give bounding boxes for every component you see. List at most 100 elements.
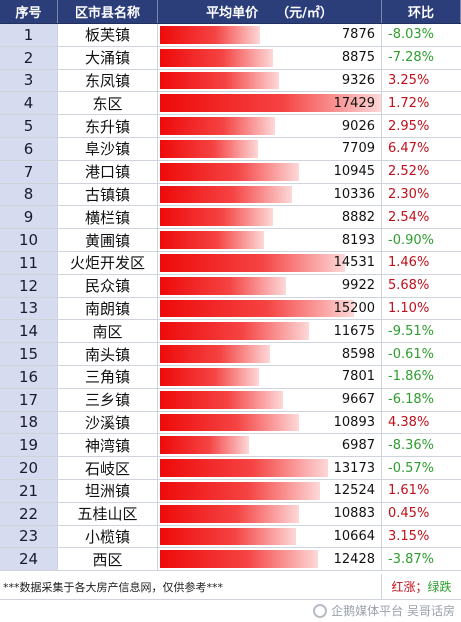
price-cell: 13173 — [158, 457, 382, 479]
table-footer: ***数据采集于各大房产信息网，仅供参考*** 红涨 ； 绿跌 — [0, 574, 461, 600]
price-value: 10883 — [333, 506, 375, 522]
district-name: 黄圃镇 — [58, 229, 158, 251]
row-index: 19 — [0, 434, 58, 457]
price-table: 序号 区市县名称 平均单价 （元/㎡） 环比 1 板芙镇 7876 -8.03% 2 大涌… — [0, 0, 461, 572]
price-value: 7876 — [341, 27, 375, 43]
price-bar — [160, 208, 273, 227]
table-row: 3 东凤镇 9326 3.25% — [0, 69, 461, 93]
district-name: 三角镇 — [58, 365, 158, 388]
table-row: 6 阜沙镇 7709 6.47% — [0, 137, 461, 161]
price-bar — [160, 527, 296, 546]
price-bar — [160, 345, 270, 363]
price-bar — [160, 481, 320, 500]
district-name: 东区 — [58, 92, 158, 115]
price-cell: 12428 — [158, 548, 382, 571]
row-index: 11 — [0, 251, 58, 274]
price-value: 15200 — [333, 300, 375, 316]
table-row: 2 大涌镇 8875 -7.28% — [0, 46, 461, 70]
row-index: 12 — [0, 274, 58, 297]
table-row: 20 石岐区 13173 -0.57% — [0, 457, 461, 480]
legend-green: 绿跌 — [427, 580, 452, 594]
row-index: 22 — [0, 502, 58, 525]
price-cell: 8875 — [158, 46, 382, 69]
row-index: 3 — [0, 69, 58, 92]
price-bar — [160, 299, 354, 318]
legend-separator: ； — [415, 580, 428, 594]
change-value: 1.61% — [388, 483, 430, 499]
table-row: 1 板芙镇 7876 -8.03% — [0, 24, 461, 47]
row-index: 20 — [0, 457, 58, 479]
change-value: 0.45% — [388, 506, 430, 522]
table-header: 序号 区市县名称 平均单价 （元/㎡） 环比 — [0, 0, 461, 24]
price-value: 12524 — [333, 483, 375, 499]
price-cell: 9026 — [158, 115, 382, 137]
price-cell: 15200 — [158, 297, 382, 320]
table-row: 11 火炬开发区 14531 1.46% — [0, 251, 461, 275]
table-row: 13 南朗镇 15200 1.10% — [0, 297, 461, 321]
price-bar — [160, 459, 328, 477]
price-bar — [160, 48, 273, 67]
change-value: -8.36% — [388, 437, 434, 453]
district-name: 坦洲镇 — [58, 479, 158, 502]
district-name: 横栏镇 — [58, 206, 158, 229]
table-row: 5 东升镇 9026 2.95% — [0, 115, 461, 138]
change-value: -3.87% — [388, 551, 434, 567]
district-name: 大涌镇 — [58, 46, 158, 69]
header-price-unit: （元/㎡） — [276, 6, 333, 21]
row-index: 8 — [0, 183, 58, 206]
district-name: 民众镇 — [58, 274, 158, 297]
row-index: 15 — [0, 343, 58, 365]
price-cell: 14531 — [158, 251, 382, 274]
price-cell: 9326 — [158, 69, 382, 92]
table-row: 8 古镇镇 10336 2.30% — [0, 183, 461, 207]
district-name: 沙溪镇 — [58, 411, 158, 434]
district-name: 南区 — [58, 320, 158, 343]
price-value: 9026 — [341, 118, 375, 134]
price-value: 10945 — [333, 164, 375, 180]
price-cell: 7876 — [158, 24, 382, 46]
district-name: 港口镇 — [58, 160, 158, 183]
district-name: 古镇镇 — [58, 183, 158, 206]
row-index: 23 — [0, 525, 58, 548]
district-name: 小榄镇 — [58, 525, 158, 548]
price-cell: 10893 — [158, 411, 382, 434]
legend-red: 红涨 — [391, 580, 416, 594]
row-index: 1 — [0, 24, 58, 46]
table-row: 9 横栏镇 8882 2.54% — [0, 206, 461, 230]
table-row: 18 沙溪镇 10893 4.38% — [0, 411, 461, 435]
price-bar — [160, 26, 260, 44]
price-bar — [160, 413, 299, 432]
table-row: 4 东区 17429 1.72% — [0, 92, 461, 116]
table-row: 23 小榄镇 10664 3.15% — [0, 525, 461, 549]
price-bar — [160, 436, 249, 455]
district-name: 五桂山区 — [58, 502, 158, 525]
change-value: 1.46% — [388, 255, 430, 271]
row-index: 16 — [0, 365, 58, 388]
watermark: 企鹅媒体平台 吴哥话房 — [313, 602, 455, 619]
table-row: 22 五桂山区 10883 0.45% — [0, 502, 461, 526]
change-value: -0.61% — [388, 346, 434, 362]
header-price-label: 平均单价 — [206, 6, 259, 21]
price-cell: 9922 — [158, 274, 382, 297]
price-value: 10893 — [333, 414, 375, 430]
district-name: 板芙镇 — [58, 24, 158, 46]
price-value: 7709 — [341, 141, 375, 157]
price-cell: 10945 — [158, 160, 382, 183]
row-index: 7 — [0, 160, 58, 183]
price-bar — [160, 162, 299, 181]
change-value: 3.15% — [388, 528, 430, 544]
price-value: 7801 — [341, 369, 375, 385]
price-bar — [160, 504, 299, 523]
price-cell: 17429 — [158, 92, 382, 115]
price-cell: 10883 — [158, 502, 382, 525]
district-name: 东升镇 — [58, 115, 158, 137]
price-bar — [160, 276, 286, 295]
table-row: 24 西区 12428 -3.87% — [0, 548, 461, 572]
price-cell: 8882 — [158, 206, 382, 229]
price-value: 8598 — [341, 346, 375, 362]
district-name: 三乡镇 — [58, 388, 158, 411]
price-value: 9922 — [341, 278, 375, 294]
row-index: 5 — [0, 115, 58, 137]
row-index: 17 — [0, 388, 58, 411]
district-name: 南朗镇 — [58, 297, 158, 320]
